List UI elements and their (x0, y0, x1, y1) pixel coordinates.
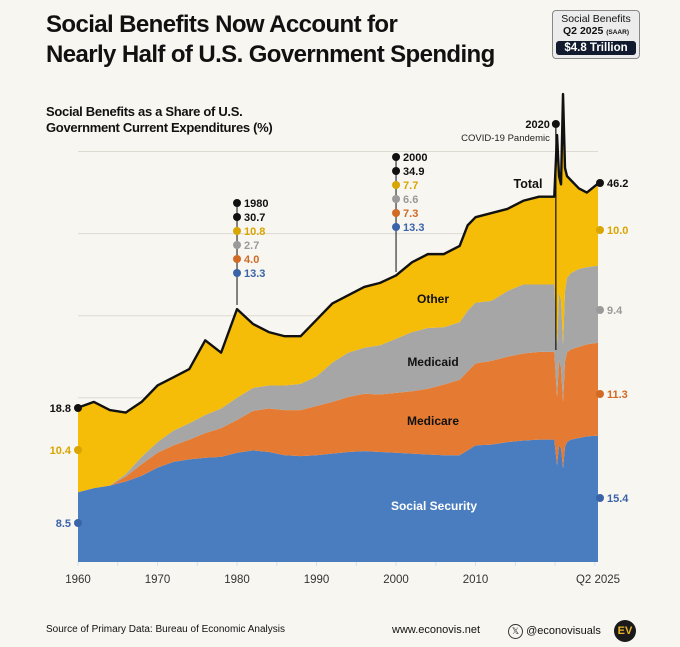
source-note: Source of Primary Data: Bureau of Econom… (46, 624, 285, 635)
callout-1980-value-marker (233, 199, 242, 207)
x-tick-label: 1960 (65, 574, 91, 586)
callout-2000-value: 7.7 (403, 180, 418, 192)
x-tick-label: 1980 (224, 574, 250, 586)
covid-annotation-year: 2020 (525, 119, 549, 131)
x-tick-label: 2000 (383, 574, 409, 586)
x-tick-label: 2010 (463, 574, 489, 586)
end-label-total: 46.2 (607, 178, 628, 190)
callout-1980-value-marker (233, 213, 242, 221)
website-link[interactable]: www.econovis.net (392, 624, 481, 636)
area-medicare (78, 342, 598, 493)
start-label-other: 10.4 (50, 445, 72, 457)
series-label-social-security: Social Security (391, 499, 477, 513)
callout-2000-value: 7.3 (403, 208, 418, 220)
summary-badge: Social Benefits Q2 2025 (SAAR) $4.8 Tril… (552, 10, 640, 59)
covid-annotation-marker (551, 120, 560, 128)
callout-1980-value-marker (233, 227, 242, 235)
social-handle[interactable]: 𝕏 @econovisuals (508, 624, 601, 639)
logo-text: EV (617, 625, 633, 637)
total-line (77, 92, 599, 414)
callout-2000-value-marker (392, 223, 401, 231)
callout-2000-value-marker (392, 181, 401, 189)
callout-1980-value: 1980 (244, 198, 268, 210)
callout-2000-value: 6.6 (403, 194, 418, 206)
covid-annotation-note: COVID-19 Pandemic (461, 133, 550, 144)
x-tick-label: 1970 (145, 574, 171, 586)
end-label-other-marker (596, 226, 604, 234)
start-label-total-marker (74, 404, 82, 412)
subtitle-line-1: Social Benefits as a Share of U.S. (46, 104, 243, 119)
callout-1980-value: 10.8 (244, 226, 265, 238)
subtitle-line-2: Government Current Expenditures (%) (46, 120, 273, 135)
series-label-medicare: Medicare (407, 414, 459, 428)
callout-1980-value: 30.7 (244, 212, 265, 224)
end-label-social-security-marker (596, 494, 604, 502)
end-label-medicare: 11.3 (607, 389, 628, 401)
callout-2000-value: 13.3 (403, 222, 424, 234)
area-social-security (78, 435, 598, 562)
series-label-other: Other (417, 292, 449, 306)
callout-2000-value-marker (392, 209, 401, 217)
callout-2000-value-marker (392, 153, 401, 161)
start-label-total: 18.8 (50, 403, 71, 415)
badge-line-2: Q2 2025 (SAAR) (556, 25, 636, 39)
end-label-medicaid: 9.4 (607, 305, 623, 317)
series-label-medicaid: Medicaid (407, 355, 458, 369)
callout-2000-value: 34.9 (403, 166, 424, 178)
badge-period: Q2 2025 (563, 25, 604, 37)
econovis-logo: EV (614, 620, 636, 642)
x-logo-icon: 𝕏 (508, 624, 523, 639)
area-medicaid (78, 265, 598, 493)
callout-1980-value: 2.7 (244, 240, 259, 252)
end-label-total-marker (596, 179, 604, 187)
callout-1980-value: 4.0 (244, 254, 259, 266)
x-tick-label: 1990 (304, 574, 330, 586)
callout-1980-value-marker (233, 269, 242, 277)
badge-value: $4.8 Trillion (556, 41, 636, 55)
start-label-other-marker (74, 446, 82, 454)
chart-subtitle: Social Benefits as a Share of U.S. Gover… (46, 104, 273, 136)
end-label-medicaid-marker (596, 306, 604, 314)
callout-1980-value-marker (233, 255, 242, 263)
end-label-other: 10.0 (607, 225, 628, 237)
title-line-1: Social Benefits Now Account for (46, 11, 398, 38)
end-label-medicare-marker (596, 390, 604, 398)
callout-2000-value-marker (392, 195, 401, 203)
area-other (78, 94, 598, 493)
start-label-social-security: 8.5 (56, 518, 71, 530)
series-label-total: Total (514, 177, 543, 191)
end-label-social-security: 15.4 (607, 493, 629, 505)
badge-saar: (SAAR) (606, 29, 629, 36)
start-label-social-security-marker (74, 519, 82, 527)
title-line-2: Nearly Half of U.S. Government Spending (46, 41, 495, 68)
callout-2000-value-marker (392, 167, 401, 175)
callout-1980-value: 13.3 (244, 268, 265, 280)
callout-1980-value-marker (233, 241, 242, 249)
callout-2000-value: 2000 (403, 152, 427, 164)
x-tick-label: Q2 2025 (576, 574, 620, 586)
handle-text: @econovisuals (526, 625, 601, 637)
badge-line-1: Social Benefits (561, 13, 631, 25)
chart-title: Social Benefits Now Account for Nearly H… (46, 10, 495, 70)
